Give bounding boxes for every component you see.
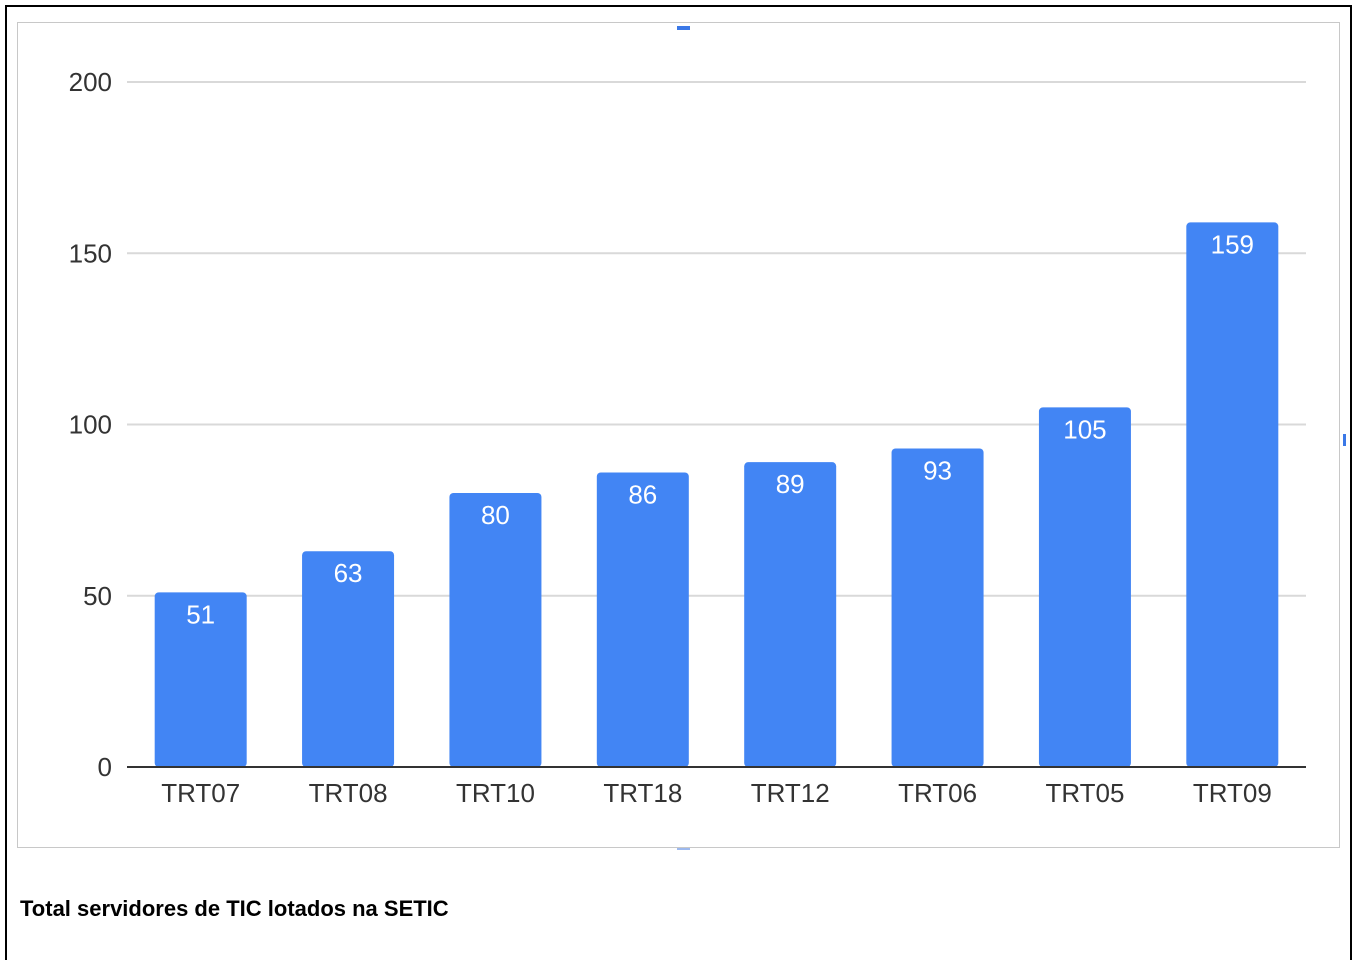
y-tick-label: 100	[69, 410, 112, 440]
bar-value-label: 105	[1063, 414, 1106, 444]
selection-handle-right	[1343, 434, 1346, 446]
x-tick-label: TRT09	[1193, 778, 1272, 808]
bar-value-label: 86	[628, 479, 657, 509]
bar-value-label: 51	[186, 599, 215, 629]
y-tick-label: 200	[69, 67, 112, 97]
x-axis-ticks: TRT07 TRT08 TRT10 TRT18 TRT12 TRT06 TRT05 TRT09	[161, 778, 1272, 808]
x-tick-label: TRT12	[751, 778, 830, 808]
bar-value-label: 93	[923, 455, 952, 485]
y-tick-label: 50	[83, 581, 112, 611]
bar-trt08	[302, 551, 395, 767]
bar-trt07	[154, 592, 247, 767]
bar-trt05	[1038, 407, 1131, 767]
x-tick-label: TRT10	[456, 778, 535, 808]
x-tick-label: TRT07	[161, 778, 240, 808]
x-tick-label: TRT08	[309, 778, 388, 808]
bar-trt06	[891, 448, 984, 767]
y-tick-label: 0	[98, 752, 112, 782]
bar-trt18	[596, 472, 689, 767]
y-tick-label: 150	[69, 238, 112, 268]
x-tick-label: TRT05	[1045, 778, 1124, 808]
bar-trt10	[449, 493, 542, 767]
y-axis-ticks: 0 50 100 150 200	[69, 67, 112, 782]
bar-value-label: 80	[481, 500, 510, 530]
selection-handle-top	[677, 26, 690, 30]
figure-caption: Total servidores de TIC lotados na SETIC	[20, 896, 449, 921]
x-tick-label: TRT18	[603, 778, 682, 808]
x-tick-label: TRT06	[898, 778, 977, 808]
figure-frame	[5, 5, 1352, 960]
bar-value-labels: 51 63 80 86 89 93 105 159	[186, 229, 1254, 629]
bar-trt09	[1186, 222, 1279, 768]
selection-handle-bottom	[677, 848, 690, 850]
bar-trt12	[744, 462, 837, 767]
bar-value-label: 89	[776, 469, 805, 499]
bars	[154, 222, 1279, 768]
bar-value-label: 159	[1211, 229, 1254, 259]
bar-value-label: 63	[334, 558, 363, 588]
